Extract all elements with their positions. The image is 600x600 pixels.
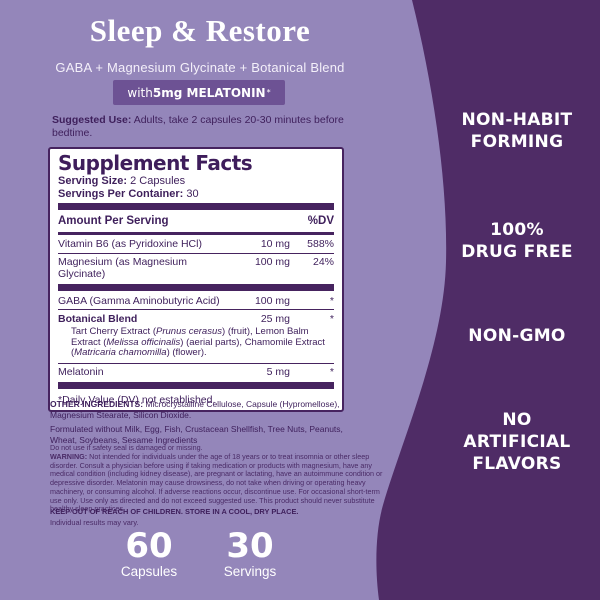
text-segment: Tart Cherry Extract (	[71, 325, 156, 337]
claim-100-drug-free: 100% DRUG FREE	[438, 219, 596, 263]
product-title: Sleep & Restore	[89, 13, 311, 48]
latin-name: Matricaria chamomilla	[74, 347, 167, 359]
supplement-facts-title: Supplement Facts	[58, 151, 253, 175]
nutrient-amount: 5 mg	[266, 366, 290, 379]
nutrient-dv: 588%	[307, 238, 334, 250]
supplement-facts-panel: Supplement Facts Serving Size: 2 Capsule…	[48, 147, 344, 412]
nutrient-amount: 10 mg	[260, 238, 290, 250]
divider-thin	[58, 309, 334, 311]
column-header-row: Amount Per Serving %DV	[58, 212, 334, 231]
divider-medium	[58, 231, 334, 235]
claim-line: FLAVORS	[472, 454, 562, 474]
text-segment: ) (flower).	[166, 347, 207, 359]
supplement-row: Botanical Blend 25 mg *	[58, 311, 334, 327]
warning-paragraph: WARNING: Not intended for individuals un…	[50, 452, 392, 514]
stat-value: 60	[125, 526, 173, 566]
other-ingredients-text: Microcrystalline Cellulose, Capsule (Hyp…	[50, 399, 340, 420]
servings-per-container-line: Servings Per Container: 30	[58, 188, 334, 201]
nutrient-name: Botanical Blend	[58, 313, 230, 325]
claim-no-artificial-flavors: NO ARTIFICIAL FLAVORS	[438, 409, 596, 475]
nutrient-dv: *	[329, 366, 334, 379]
text-segment: ) (fruit), Lemon Balm Extract (	[71, 325, 309, 348]
nutrient-amount: 25 mg	[260, 312, 290, 325]
serving-size-label: Serving Size:	[58, 175, 128, 187]
divider-thin	[58, 252, 334, 254]
divider-thick	[58, 203, 334, 210]
blend-description: Tart Cherry Extract (Prunus cerasus) (fr…	[58, 325, 334, 362]
serving-size-line: Serving Size: 2 Capsules	[58, 175, 334, 188]
nutrient-name: Melatonin	[58, 366, 230, 378]
warning-label: WARNING:	[50, 452, 88, 461]
claim-line: FORMING	[470, 132, 564, 152]
supplement-row: GABA (Gamma Aminobutyric Acid) 100 mg *	[58, 293, 334, 309]
divider-thick	[58, 382, 334, 389]
amount-per-serving-header: Amount Per Serving	[58, 214, 169, 227]
claim-line: DRUG FREE	[461, 242, 573, 262]
claim-line: NON-HABIT	[461, 110, 573, 130]
keep-out-of-reach-note: KEEP OUT OF REACH OF CHILDREN. STORE IN …	[50, 507, 299, 516]
text-segment: Melatonin	[58, 366, 104, 379]
supplement-rows: Vitamin B6 (as Pyridoxine HCl) 10 mg 588% M…	[58, 236, 334, 389]
text-segment: Magnesium (as Magnesium Glycinate)	[58, 256, 187, 281]
nutrient-name: GABA (Gamma Aminobutyric Acid)	[58, 295, 230, 307]
stat-label: Capsules	[120, 564, 178, 579]
latin-name: Prunus cerasus	[156, 325, 223, 337]
suggested-use: Suggested Use: Adults, take 2 capsules 2…	[52, 114, 352, 140]
claim-non-habit-forming: NON-HABIT FORMING	[438, 109, 596, 153]
results-may-vary-note: Individual results may vary.	[50, 518, 139, 527]
nutrient-dv: *	[329, 312, 334, 325]
divider-thin	[58, 362, 334, 364]
nutrient-name: Magnesium (as Magnesium Glycinate)	[58, 256, 230, 280]
text-segment: ) (aerial parts), Chamomile Extract (	[71, 336, 325, 359]
dv-footnote: *Daily Value (DV) not established.	[58, 393, 216, 406]
other-ingredients: OTHER INGREDIENTS: Microcrystalline Cell…	[50, 399, 350, 421]
other-ingredients-label: OTHER INGREDIENTS:	[50, 399, 144, 409]
claim-non-gmo: NON-GMO	[438, 325, 596, 347]
suggested-use-text: Adults, take 2 capsules 20-30 minutes be…	[52, 114, 344, 139]
nutrient-dv: 24%	[312, 256, 334, 269]
serving-size-value: 2 Capsules	[127, 175, 186, 187]
claim-line: NO	[502, 410, 532, 430]
nutrient-name: Vitamin B6 (as Pyridoxine HCl)	[58, 238, 230, 250]
stat-label: Servings	[223, 564, 277, 579]
supplement-row: Melatonin 5 mg *	[58, 364, 334, 380]
text-segment: GABA (Gamma Aminobutyric Acid)	[58, 294, 220, 307]
latin-name: Melissa officinalis	[106, 336, 181, 348]
product-subtitle: GABA + Magnesium Glycinate + Botanical B…	[55, 60, 345, 75]
divider-thick	[58, 284, 334, 291]
servings-label: Servings Per Container:	[58, 188, 184, 200]
melatonin-badge: with 5mg MELATONIN *	[113, 80, 285, 105]
stat-value: 30	[226, 526, 274, 566]
text-segment: Vitamin B6 (as Pyridoxine HCl)	[58, 238, 202, 250]
dv-header: %DV	[307, 214, 334, 227]
nutrient-dv: *	[329, 294, 334, 307]
warning-text: Not intended for individuals under the a…	[50, 452, 383, 514]
nutrient-amount: 100 mg	[254, 294, 290, 307]
badge-bold-text: 5mg MELATONIN	[152, 85, 266, 100]
claim-line: 100%	[490, 220, 544, 240]
supplement-row: Magnesium (as Magnesium Glycinate) 100 mg…	[58, 254, 334, 282]
text-segment: Botanical Blend	[58, 312, 138, 325]
allergen-statement: Formulated without Milk, Egg, Fish, Crus…	[50, 424, 343, 445]
stat-servings: 30 Servings	[195, 526, 305, 580]
claim-line: ARTIFICIAL	[463, 432, 571, 452]
safety-seal-note: Do not use if safety seal is damaged or …	[50, 443, 203, 452]
claim-line: NON-GMO	[468, 326, 566, 346]
suggested-use-label: Suggested Use:	[52, 114, 132, 126]
nutrient-amount: 100 mg	[254, 256, 290, 269]
badge-prefix: with	[127, 85, 153, 100]
servings-value: 30	[183, 188, 199, 200]
stat-capsules: 60 Capsules	[94, 526, 204, 580]
supplement-row: Vitamin B6 (as Pyridoxine HCl) 10 mg 588%	[58, 236, 334, 252]
